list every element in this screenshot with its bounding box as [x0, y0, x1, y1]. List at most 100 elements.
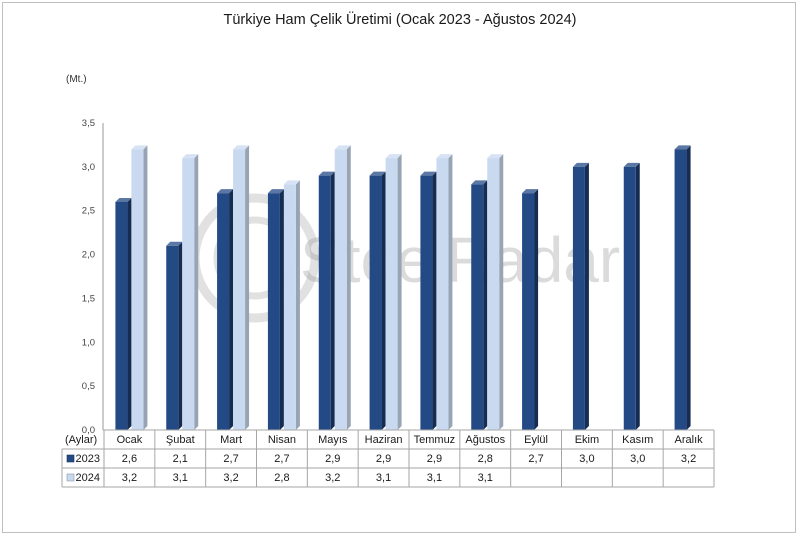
bar-front — [217, 193, 230, 430]
category-label: Mayıs — [318, 434, 348, 446]
bar-top — [318, 171, 335, 176]
bar-2024-Mart — [233, 145, 250, 431]
bar-front — [267, 193, 280, 430]
chart-title: Türkiye Ham Çelik Üretimi (Ocak 2023 - A… — [223, 12, 577, 28]
data-label: 3,1 — [427, 472, 442, 484]
data-label: 3,1 — [478, 472, 493, 484]
y-axis: 0,0 0,5 1,0 1,5 2,0 2,5 3,0 3,5 — [82, 118, 104, 436]
bar-top — [115, 197, 132, 202]
bar-2023-Mayıs — [318, 171, 335, 430]
bar-front — [283, 184, 296, 430]
bar-front — [436, 158, 449, 431]
bar-top — [217, 189, 234, 194]
bar-top — [334, 145, 351, 150]
bar-side — [194, 154, 199, 431]
legend-swatch-2024 — [66, 473, 75, 482]
bar-front — [369, 175, 382, 430]
watermark-text: SteelRadar — [300, 224, 620, 296]
bar-front — [674, 149, 687, 431]
category-label: Ocak — [117, 434, 143, 446]
bar-top — [471, 180, 488, 185]
data-label: 2,9 — [376, 453, 391, 465]
category-label: Aralık — [675, 434, 704, 446]
category-label: Şubat — [166, 434, 195, 446]
data-label: 3,2 — [122, 472, 137, 484]
data-label: 2,8 — [478, 453, 493, 465]
bar-front — [334, 149, 347, 431]
bar-top — [283, 180, 300, 185]
category-label: Haziran — [365, 434, 403, 446]
bar-side — [127, 197, 132, 430]
bar-2024-Nisan — [283, 180, 300, 430]
bar-front — [115, 201, 128, 430]
bar-top — [522, 189, 539, 194]
bar-side — [229, 189, 234, 430]
bar-front — [166, 245, 179, 430]
bar-top — [674, 145, 691, 150]
bar-side — [432, 171, 437, 430]
category-label: Eylül — [524, 434, 548, 446]
bar-side — [635, 162, 640, 430]
bar-2023-Nisan — [267, 189, 284, 430]
bar-front — [623, 166, 636, 430]
bar-top — [436, 154, 453, 159]
bar-side — [346, 145, 351, 431]
bar-front — [522, 193, 535, 430]
bar-2023-Ocak — [115, 197, 132, 430]
y-tick-label: 3,5 — [82, 118, 95, 129]
bar-2024-Haziran — [385, 154, 402, 431]
bar-top — [572, 162, 589, 167]
data-label: 2,1 — [173, 453, 188, 465]
bar-front — [233, 149, 246, 431]
y-tick-label: 1,5 — [82, 293, 95, 304]
bar-front — [487, 158, 500, 431]
bar-side — [499, 154, 504, 431]
bars — [115, 145, 691, 431]
data-label: 3,2 — [681, 453, 696, 465]
bar-side — [279, 189, 284, 430]
data-label: 3,1 — [173, 472, 188, 484]
bar-2023-Mart — [217, 189, 234, 430]
data-table: (Aylar) Ocak Şubat Mart Nisan Mayıs Haziran Tem… — [61, 429, 715, 488]
bar-2024-Ocak — [131, 145, 148, 431]
data-label: 2,7 — [528, 453, 543, 465]
bar-2024-Ağustos — [487, 154, 504, 431]
bar-2024-Temmuz — [436, 154, 453, 431]
data-label: 3,0 — [579, 453, 594, 465]
bar-side — [381, 171, 386, 430]
bar-top — [233, 145, 250, 150]
bar-top — [131, 145, 148, 150]
bar-2023-Ağustos — [471, 180, 488, 430]
bar-side — [330, 171, 335, 430]
bar-side — [483, 180, 488, 430]
bar-side — [397, 154, 402, 431]
bar-side — [686, 145, 691, 431]
y-axis-unit: (Mt.) — [66, 74, 87, 85]
watermark: SteelRadar — [190, 193, 620, 323]
category-label: Temmuz — [414, 434, 456, 446]
data-label: 2,7 — [223, 453, 238, 465]
data-label: 2,9 — [427, 453, 442, 465]
y-tick-label: 0,0 — [82, 425, 95, 436]
bar-2023-Şubat — [166, 241, 183, 430]
data-label: 3,1 — [376, 472, 391, 484]
bar-top — [385, 154, 402, 159]
y-tick-label: 2,0 — [82, 250, 95, 261]
bar-top — [623, 162, 640, 167]
bar-2023-Kasım — [623, 162, 640, 430]
category-label: Nisan — [268, 434, 296, 446]
data-label: 2,6 — [122, 453, 137, 465]
y-tick-label: 2,5 — [82, 206, 95, 217]
bar-front — [420, 175, 433, 430]
bar-front — [131, 149, 144, 431]
bar-top — [420, 171, 437, 176]
series-name: 2024 — [76, 472, 100, 484]
category-label: Ekim — [575, 434, 599, 446]
data-label: 3,2 — [223, 472, 238, 484]
data-label: 2,8 — [274, 472, 289, 484]
bar-2024-Mayıs — [334, 145, 351, 431]
bar-top — [166, 241, 183, 246]
bar-2024-Şubat — [182, 154, 199, 431]
legend-swatch-2023 — [66, 454, 75, 463]
